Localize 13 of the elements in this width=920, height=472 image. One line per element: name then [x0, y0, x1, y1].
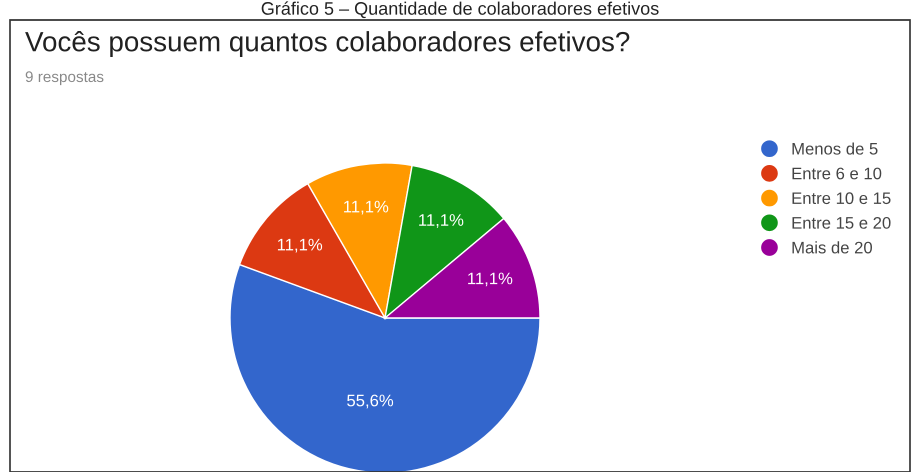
data-label: 11,1%	[468, 272, 512, 286]
text: Gráfico 5 – Quantidade de colaboradores efetivos	[262, 1, 659, 18]
legend-label: Mais de 20	[792, 241, 872, 254]
data-label: 11,1%	[419, 214, 464, 228]
data-label: 11,1%	[344, 200, 388, 215]
data-label: 55,6%	[347, 394, 394, 408]
chart-title: Vocês possuem quantos colaboradores efetivos?	[25, 31, 630, 57]
text: 9 respostas	[26, 71, 104, 86]
legend-label: Menos de 5	[792, 142, 878, 155]
legend-label: Entre 6 e 10	[792, 168, 882, 180]
legend-label: Entre 10 e 15	[792, 192, 891, 204]
data-label: 11,1%	[278, 238, 322, 252]
legend-label: Entre 15 e 20	[792, 216, 891, 229]
